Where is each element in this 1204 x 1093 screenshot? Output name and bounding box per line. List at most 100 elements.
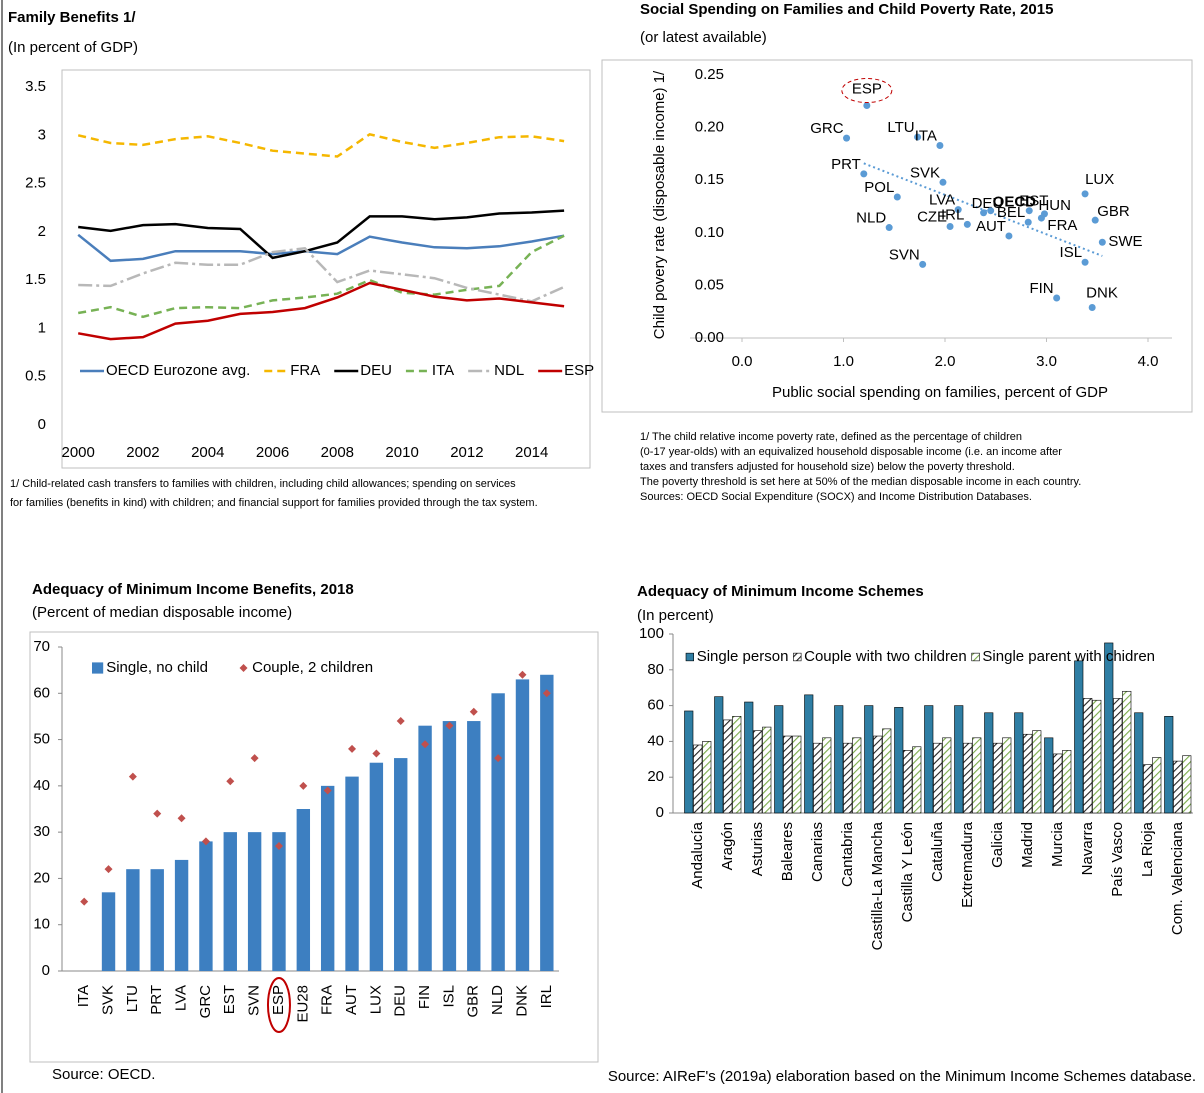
point-label: SWE [1108, 233, 1142, 250]
bar [296, 809, 311, 971]
bar [247, 832, 262, 971]
marker [226, 777, 235, 786]
marker [518, 670, 527, 679]
point [885, 224, 893, 232]
y-tick-label: 40 [33, 777, 50, 794]
y-axis-title: Child povery rate (disposable income) 1/ [651, 70, 668, 339]
line [77, 132, 565, 158]
x-tick-label: Andalucía [689, 821, 706, 888]
legend-swatch [239, 664, 248, 672]
point [1081, 190, 1089, 198]
bar [843, 742, 853, 814]
x-tick-label: EST [221, 985, 238, 1014]
y-tick-label: 80 [647, 661, 664, 678]
marker [348, 744, 357, 753]
marker [469, 707, 478, 716]
y-tick-label: 0.00 [695, 329, 724, 346]
note: for families (benefits in kind) with chi… [10, 497, 538, 509]
bar [1032, 730, 1042, 814]
x-tick-label: 2010 [385, 444, 418, 461]
bar [1173, 760, 1183, 814]
x-tick-label: NLD [489, 985, 506, 1015]
point [1098, 238, 1106, 246]
bar [714, 696, 724, 814]
x-tick-label: 2006 [256, 444, 289, 461]
bar [924, 705, 934, 814]
marker [494, 754, 503, 763]
x-tick-label: 3.0 [1036, 353, 1057, 370]
bar [684, 710, 694, 814]
point [1005, 232, 1013, 240]
y-tick-label: 60 [33, 684, 50, 701]
bar [467, 721, 481, 971]
point-label: PRT [831, 156, 861, 173]
y-tick-label: 0.20 [695, 119, 724, 136]
x-axis-title: Public social spending on families, perc… [772, 384, 1108, 401]
bar [753, 730, 763, 814]
y-tick-label: 3 [38, 126, 46, 143]
point-label: ITA [915, 127, 937, 144]
x-tick-label: SVK [99, 985, 116, 1015]
x-tick-label: SVN [246, 985, 263, 1016]
y-tick-label: 60 [647, 697, 664, 714]
x-tick-label: 4.0 [1138, 353, 1159, 370]
bar [972, 737, 982, 814]
marker [104, 865, 113, 874]
x-tick-label: Cantabria [839, 821, 856, 887]
bar [693, 744, 703, 814]
x-tick-label: 2014 [515, 444, 548, 461]
bar [882, 728, 892, 814]
bar [320, 785, 335, 971]
bar [744, 701, 754, 814]
x-tick-label: 2012 [450, 444, 483, 461]
bar [903, 750, 913, 814]
point [919, 260, 927, 268]
bar [345, 776, 359, 971]
point-label: CZE [917, 208, 947, 225]
note: Sources: OECD Social Expenditure (SOCX) … [640, 491, 1032, 503]
bar [101, 892, 116, 971]
bar [1002, 737, 1012, 814]
point [1024, 218, 1032, 226]
y-tick-label: 100 [639, 625, 664, 642]
bar [1092, 699, 1102, 814]
legend-label: OECD Eurozone avg. [106, 362, 250, 379]
y-tick-label: 2 [38, 223, 46, 240]
point-label: EST [1019, 193, 1048, 210]
x-tick-label: Madrid [1019, 822, 1036, 868]
bar [834, 705, 844, 814]
bar [1104, 642, 1114, 814]
point-label: OECD [993, 194, 1037, 211]
point [1088, 303, 1096, 311]
note: (0-17 year-olds) with an equivalized hou… [640, 446, 1062, 458]
y-tick-label: 3.5 [25, 78, 46, 95]
point [893, 193, 901, 201]
marker [299, 781, 308, 790]
x-tick-label: 2008 [321, 444, 354, 461]
marker [250, 754, 259, 763]
legend-label: Single person [697, 648, 789, 665]
point-label: LUX [1085, 171, 1114, 188]
bar [1152, 757, 1162, 814]
bar [852, 737, 862, 814]
point [1053, 294, 1061, 302]
legend-label: Single, no child [106, 659, 208, 676]
point-label: AUT [976, 218, 1006, 235]
source: Source: AIReF's (2019a) elaboration base… [608, 1068, 1196, 1085]
x-tick-label: IRL [538, 985, 555, 1008]
point-label: LTU [887, 119, 914, 136]
point [980, 209, 988, 217]
line [77, 234, 565, 319]
highlight [266, 977, 291, 1033]
y-tick-label: 0.15 [695, 171, 724, 188]
line [77, 281, 565, 341]
marker [323, 786, 332, 795]
x-tick-label: LUX [367, 985, 384, 1014]
bar [732, 716, 742, 814]
legend-label: Couple with two children [804, 648, 967, 665]
legend-label: FRA [290, 362, 320, 379]
y-tick-label: 0.5 [25, 368, 46, 385]
note: 1/ Child-related cash transfers to famil… [10, 478, 516, 490]
y-tick-label: 10 [33, 916, 50, 933]
